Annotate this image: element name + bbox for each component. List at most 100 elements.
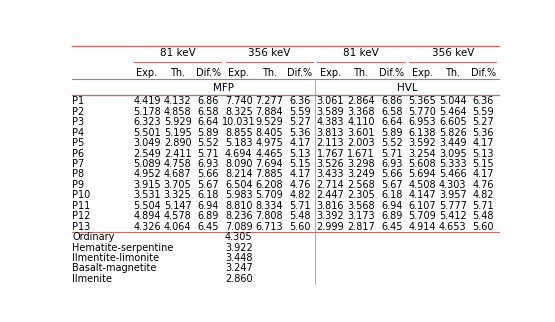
Text: 4.132: 4.132 bbox=[164, 96, 191, 106]
Text: Ordinary: Ordinary bbox=[72, 232, 115, 242]
Text: 4.82: 4.82 bbox=[473, 190, 494, 200]
Text: 5.983: 5.983 bbox=[225, 190, 253, 200]
Text: 5.504: 5.504 bbox=[133, 201, 161, 211]
Text: P7: P7 bbox=[72, 159, 84, 169]
Text: 3.601: 3.601 bbox=[347, 128, 375, 138]
Text: Th.: Th. bbox=[354, 68, 369, 78]
Text: 5.71: 5.71 bbox=[289, 201, 311, 211]
Text: 5.59: 5.59 bbox=[472, 107, 494, 117]
Text: 4.326: 4.326 bbox=[133, 222, 161, 232]
Text: 5.466: 5.466 bbox=[439, 169, 467, 179]
Text: 5.709: 5.709 bbox=[255, 190, 283, 200]
Text: 5.66: 5.66 bbox=[381, 169, 402, 179]
Text: 4.758: 4.758 bbox=[164, 159, 191, 169]
Text: 5.27: 5.27 bbox=[472, 117, 494, 127]
Text: 81 keV: 81 keV bbox=[160, 48, 195, 58]
Text: 5.089: 5.089 bbox=[133, 159, 161, 169]
Text: 5.709: 5.709 bbox=[408, 211, 436, 221]
Text: 2.305: 2.305 bbox=[347, 190, 375, 200]
Text: 5.929: 5.929 bbox=[164, 117, 191, 127]
Text: 6.64: 6.64 bbox=[198, 117, 219, 127]
Text: 5.464: 5.464 bbox=[439, 107, 467, 117]
Text: 81 keV: 81 keV bbox=[343, 48, 379, 58]
Text: 3.061: 3.061 bbox=[317, 96, 344, 106]
Text: 6.18: 6.18 bbox=[381, 190, 402, 200]
Text: 5.13: 5.13 bbox=[473, 148, 494, 159]
Text: 5.52: 5.52 bbox=[381, 138, 402, 148]
Text: 5.15: 5.15 bbox=[472, 159, 494, 169]
Text: 3.526: 3.526 bbox=[316, 159, 344, 169]
Text: 4.687: 4.687 bbox=[164, 169, 191, 179]
Text: 5.044: 5.044 bbox=[439, 96, 467, 106]
Text: 5.60: 5.60 bbox=[473, 222, 494, 232]
Text: 5.67: 5.67 bbox=[198, 180, 219, 190]
Text: 6.94: 6.94 bbox=[198, 201, 219, 211]
Text: 2.447: 2.447 bbox=[316, 190, 344, 200]
Text: 7.808: 7.808 bbox=[255, 211, 283, 221]
Text: 10.031: 10.031 bbox=[222, 117, 255, 127]
Text: 6.605: 6.605 bbox=[439, 117, 467, 127]
Text: 3.922: 3.922 bbox=[225, 242, 253, 252]
Text: 4.303: 4.303 bbox=[439, 180, 467, 190]
Text: 8.810: 8.810 bbox=[225, 201, 253, 211]
Text: 4.147: 4.147 bbox=[408, 190, 436, 200]
Text: 3.449: 3.449 bbox=[439, 138, 467, 148]
Text: 2.860: 2.860 bbox=[225, 274, 253, 284]
Text: Dif.%: Dif.% bbox=[287, 68, 312, 78]
Text: 6.89: 6.89 bbox=[198, 211, 219, 221]
Text: 6.138: 6.138 bbox=[408, 128, 436, 138]
Text: 2.113: 2.113 bbox=[317, 138, 344, 148]
Text: 5.501: 5.501 bbox=[133, 128, 161, 138]
Text: 5.13: 5.13 bbox=[289, 148, 311, 159]
Text: 5.27: 5.27 bbox=[289, 117, 311, 127]
Text: 7.740: 7.740 bbox=[225, 96, 253, 106]
Text: 4.76: 4.76 bbox=[473, 180, 494, 190]
Text: 6.89: 6.89 bbox=[381, 211, 402, 221]
Text: 5.60: 5.60 bbox=[289, 222, 311, 232]
Text: Dif.%: Dif.% bbox=[471, 68, 496, 78]
Text: Dif.%: Dif.% bbox=[195, 68, 221, 78]
Text: 7.694: 7.694 bbox=[255, 159, 283, 169]
Text: Exp.: Exp. bbox=[228, 68, 249, 78]
Text: 8.325: 8.325 bbox=[225, 107, 253, 117]
Text: 3.957: 3.957 bbox=[439, 190, 467, 200]
Text: Ilmenite: Ilmenite bbox=[72, 274, 112, 284]
Text: 4.894: 4.894 bbox=[133, 211, 161, 221]
Text: Exp.: Exp. bbox=[320, 68, 341, 78]
Text: 3.705: 3.705 bbox=[164, 180, 191, 190]
Text: 3.247: 3.247 bbox=[225, 263, 253, 273]
Text: 8.214: 8.214 bbox=[225, 169, 253, 179]
Text: 5.48: 5.48 bbox=[473, 211, 494, 221]
Text: 7.884: 7.884 bbox=[255, 107, 283, 117]
Text: P2: P2 bbox=[72, 107, 84, 117]
Text: 6.45: 6.45 bbox=[381, 222, 402, 232]
Text: 6.45: 6.45 bbox=[198, 222, 219, 232]
Text: 5.71: 5.71 bbox=[472, 201, 494, 211]
Text: 2.568: 2.568 bbox=[347, 180, 375, 190]
Text: 3.254: 3.254 bbox=[408, 148, 436, 159]
Text: 5.147: 5.147 bbox=[164, 201, 191, 211]
Text: 6.93: 6.93 bbox=[198, 159, 219, 169]
Text: 4.305: 4.305 bbox=[225, 232, 253, 242]
Text: 2.864: 2.864 bbox=[347, 96, 375, 106]
Text: 5.48: 5.48 bbox=[289, 211, 311, 221]
Text: 5.333: 5.333 bbox=[439, 159, 467, 169]
Text: Th.: Th. bbox=[170, 68, 185, 78]
Text: 6.86: 6.86 bbox=[198, 96, 219, 106]
Text: 5.178: 5.178 bbox=[133, 107, 161, 117]
Text: 356 keV: 356 keV bbox=[432, 48, 474, 58]
Text: Exp.: Exp. bbox=[137, 68, 158, 78]
Text: P5: P5 bbox=[72, 138, 84, 148]
Text: Th.: Th. bbox=[445, 68, 460, 78]
Text: 6.64: 6.64 bbox=[381, 117, 402, 127]
Text: 3.448: 3.448 bbox=[225, 253, 253, 263]
Text: 4.653: 4.653 bbox=[439, 222, 467, 232]
Text: 6.58: 6.58 bbox=[381, 107, 402, 117]
Text: 5.777: 5.777 bbox=[439, 201, 467, 211]
Text: 4.508: 4.508 bbox=[408, 180, 436, 190]
Text: 3.095: 3.095 bbox=[439, 148, 467, 159]
Text: 5.89: 5.89 bbox=[198, 128, 219, 138]
Text: 4.952: 4.952 bbox=[133, 169, 161, 179]
Text: P4: P4 bbox=[72, 128, 84, 138]
Text: 5.89: 5.89 bbox=[381, 128, 402, 138]
